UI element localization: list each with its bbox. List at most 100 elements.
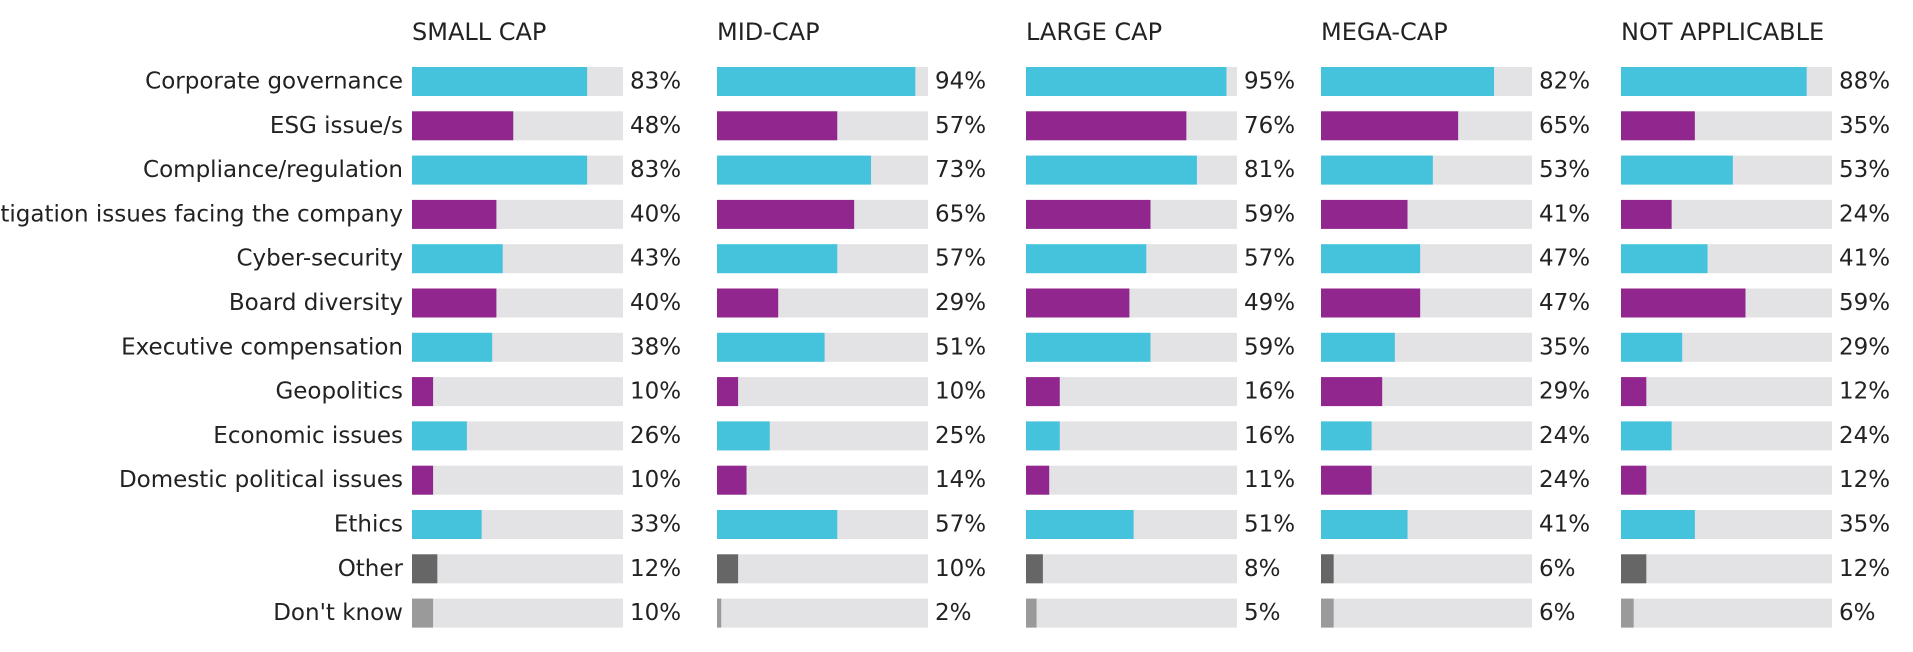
value-label-corporate-governance: 82% xyxy=(1539,69,1590,95)
bar-compliance-regulation xyxy=(1321,155,1433,185)
bar-litigation-issues-facing-the-company xyxy=(412,199,497,229)
value-label-economic-issues: 24% xyxy=(1839,423,1890,449)
value-label-executive-compensation: 35% xyxy=(1539,334,1590,360)
bar-executive-compensation xyxy=(412,332,493,362)
bar-litigation-issues-facing-the-company xyxy=(1026,199,1151,229)
bar-domestic-political-issues xyxy=(1026,465,1050,495)
bar-track xyxy=(1621,377,1832,407)
bar-economic-issues xyxy=(1026,421,1060,451)
category-label-corporate-governance: Corporate governance xyxy=(145,69,403,95)
value-label-ethics: 35% xyxy=(1839,512,1890,538)
bar-economic-issues xyxy=(412,421,467,451)
value-label-don-t-know: 6% xyxy=(1539,600,1576,626)
bar-ethics xyxy=(412,510,482,539)
value-label-ethics: 57% xyxy=(935,512,986,538)
bar-don-t-know xyxy=(412,598,434,628)
value-label-economic-issues: 25% xyxy=(935,423,986,449)
bar-executive-compensation xyxy=(1621,332,1683,362)
value-label-other: 12% xyxy=(1839,556,1890,582)
value-label-geopolitics: 29% xyxy=(1539,379,1590,405)
bar-corporate-governance xyxy=(1321,67,1495,96)
category-label-compliance-regulation: Compliance/regulation xyxy=(143,157,403,183)
bar-other xyxy=(1026,554,1043,584)
panel-title: NOT APPLICABLE xyxy=(1621,18,1824,46)
bar-don-t-know xyxy=(1321,598,1334,628)
value-label-compliance-regulation: 53% xyxy=(1839,157,1890,183)
panel-title: MID-CAP xyxy=(717,18,820,46)
value-label-executive-compensation: 29% xyxy=(1839,334,1890,360)
category-labels: Corporate governance ESG issue/s Complianc… xyxy=(0,69,404,627)
bar-esg-issue-s xyxy=(1621,111,1695,141)
bar-cyber-security xyxy=(412,244,503,274)
panel-title: MEGA-CAP xyxy=(1321,18,1448,46)
category-label-other: Other xyxy=(338,556,404,582)
value-label-geopolitics: 10% xyxy=(935,379,986,405)
bar-track xyxy=(1026,598,1237,628)
bar-don-t-know xyxy=(1621,598,1634,628)
bar-ethics xyxy=(1321,510,1408,539)
bar-track xyxy=(1621,554,1832,584)
value-label-litigation-issues-facing-the-company: 24% xyxy=(1839,201,1890,227)
value-label-geopolitics: 10% xyxy=(630,379,681,405)
value-label-ethics: 41% xyxy=(1539,512,1590,538)
category-label-domestic-political-issues: Domestic political issues xyxy=(119,467,403,493)
bar-economic-issues xyxy=(1321,421,1372,451)
bar-geopolitics xyxy=(717,377,739,407)
category-label-executive-compensation: Executive compensation xyxy=(121,334,403,360)
value-label-compliance-regulation: 83% xyxy=(630,157,681,183)
value-label-geopolitics: 16% xyxy=(1244,379,1295,405)
bar-cyber-security xyxy=(717,244,838,274)
bar-compliance-regulation xyxy=(412,155,588,185)
value-label-other: 12% xyxy=(630,556,681,582)
value-label-litigation-issues-facing-the-company: 65% xyxy=(935,201,986,227)
value-label-corporate-governance: 83% xyxy=(630,69,681,95)
panel-large-cap: LARGE CAP 95% 76% 81% 59% 57% 49% 59% 16% 16% 11% 5… xyxy=(1026,18,1295,628)
category-label-esg-issue-s: ESG issue/s xyxy=(270,113,403,139)
bar-geopolitics xyxy=(412,377,434,407)
bar-track xyxy=(412,465,623,495)
value-label-economic-issues: 26% xyxy=(630,423,681,449)
bar-geopolitics xyxy=(1321,377,1383,407)
category-label-economic-issues: Economic issues xyxy=(213,423,403,449)
bar-ethics xyxy=(1621,510,1695,539)
value-label-compliance-regulation: 73% xyxy=(935,157,986,183)
value-label-board-diversity: 47% xyxy=(1539,290,1590,316)
value-label-board-diversity: 49% xyxy=(1244,290,1295,316)
value-label-other: 10% xyxy=(935,556,986,582)
value-label-board-diversity: 59% xyxy=(1839,290,1890,316)
value-label-domestic-political-issues: 11% xyxy=(1244,467,1295,493)
bar-track xyxy=(1321,598,1532,628)
bar-compliance-regulation xyxy=(1621,155,1733,185)
value-label-ethics: 33% xyxy=(630,512,681,538)
category-label-litigation-issues-facing-the-company: Litigation issues facing the company xyxy=(0,201,403,227)
bar-esg-issue-s xyxy=(717,111,838,141)
category-label-don-t-know: Don't know xyxy=(273,600,403,626)
value-label-esg-issue-s: 57% xyxy=(935,113,986,139)
bar-esg-issue-s xyxy=(1026,111,1187,141)
chart-panels: SMALL CAP 83% 48% 83% 40% 43% 40% 38% 10% 26% 10% 3… xyxy=(412,18,1890,628)
panel-mega-cap: MEGA-CAP 82% 65% 53% 41% 47% 47% 35% 29% 24% 24% 41… xyxy=(1321,18,1590,628)
value-label-cyber-security: 47% xyxy=(1539,246,1590,272)
value-label-compliance-regulation: 81% xyxy=(1244,157,1295,183)
value-label-domestic-political-issues: 10% xyxy=(630,467,681,493)
bar-domestic-political-issues xyxy=(1321,465,1372,495)
bar-domestic-political-issues xyxy=(412,465,434,495)
value-label-executive-compensation: 51% xyxy=(935,334,986,360)
value-label-other: 6% xyxy=(1539,556,1576,582)
value-label-esg-issue-s: 65% xyxy=(1539,113,1590,139)
value-label-executive-compensation: 59% xyxy=(1244,334,1295,360)
value-label-esg-issue-s: 35% xyxy=(1839,113,1890,139)
bar-corporate-governance xyxy=(717,67,916,96)
value-label-litigation-issues-facing-the-company: 59% xyxy=(1244,201,1295,227)
bar-executive-compensation xyxy=(717,332,825,362)
category-label-board-diversity: Board diversity xyxy=(229,290,403,316)
bar-cyber-security xyxy=(1621,244,1708,274)
bar-don-t-know xyxy=(1026,598,1037,628)
panel-mid-cap: MID-CAP 94% 57% 73% 65% 57% 29% 51% 10% 25% 14% 57%… xyxy=(717,18,986,628)
panel-title: SMALL CAP xyxy=(412,18,546,46)
bar-domestic-political-issues xyxy=(717,465,747,495)
value-label-domestic-political-issues: 12% xyxy=(1839,467,1890,493)
value-label-cyber-security: 57% xyxy=(935,246,986,272)
bar-board-diversity xyxy=(412,288,497,318)
